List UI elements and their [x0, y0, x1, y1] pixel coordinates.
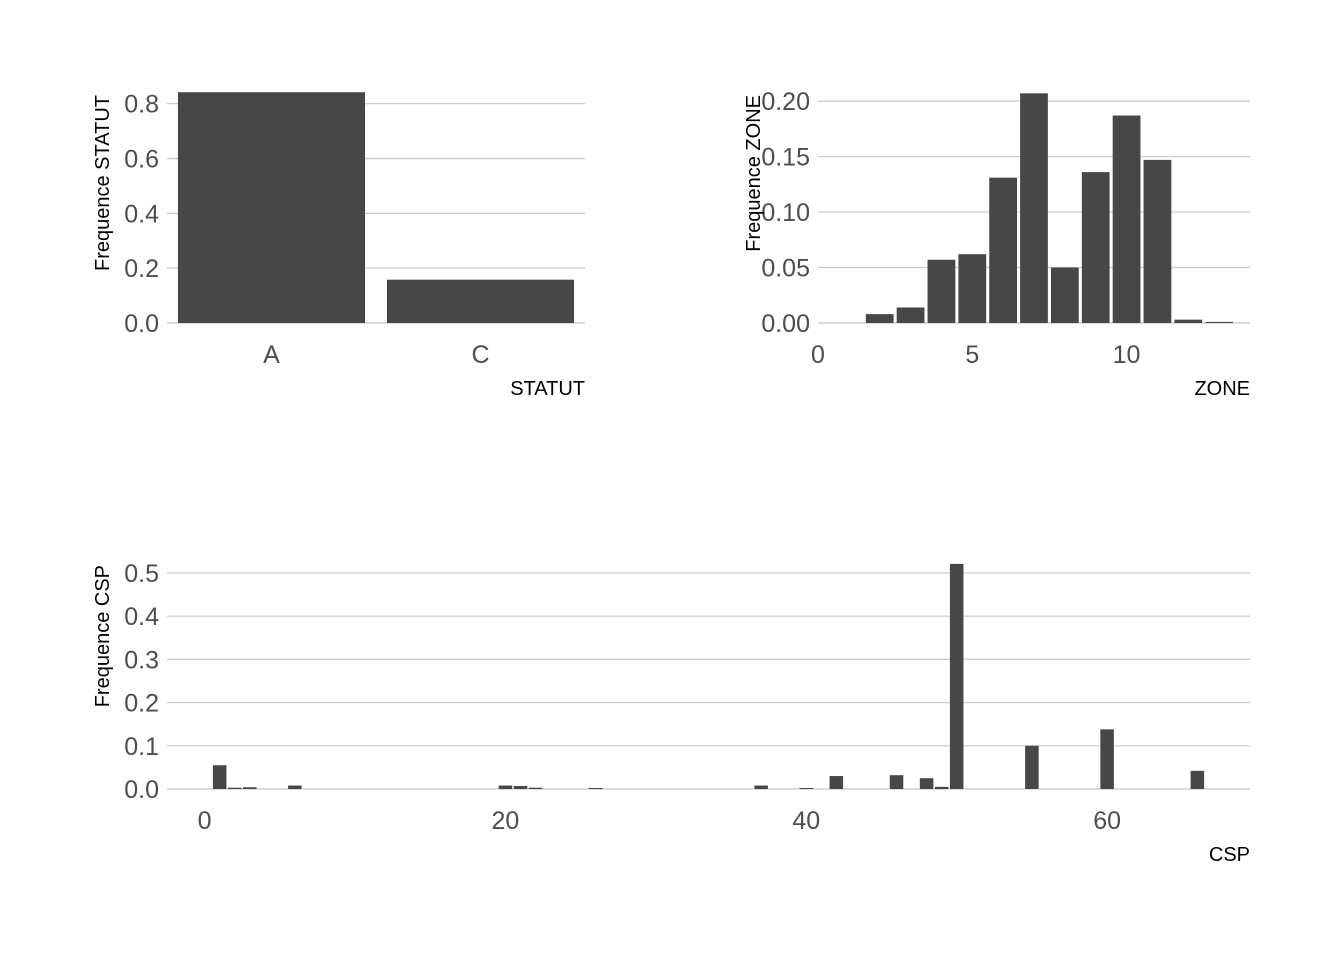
csp-x-axis-label: CSP: [1209, 844, 1250, 866]
statut-y-tick-label: 0.2: [124, 255, 159, 283]
csp-x-tick-label: 20: [492, 807, 520, 835]
csp-y-tick-label: 0.5: [124, 560, 159, 588]
zone-panel: 0.00 0.05 0.10 0.15 0.20 0 5 10 ZONE Frequence ZO…: [743, 88, 1250, 400]
csp-bar-22: [528, 787, 543, 789]
statut-y-tick-label: 0.4: [124, 200, 159, 228]
csp-x-tick-label: 0: [198, 807, 212, 835]
statut-panel: 0.0 0.2 0.4 0.6 0.8 A C STATUT Frequence STATUT: [92, 91, 585, 400]
csp-bar-40: [799, 788, 814, 789]
csp-bar-46: [889, 775, 904, 789]
statut-bar-a: [177, 92, 366, 324]
csp-bar-49: [934, 786, 949, 789]
zone-y-tick-label: 0.20: [761, 88, 810, 116]
statut-y-tick-label: 0.6: [124, 146, 159, 174]
csp-bar-6: [288, 785, 302, 789]
csp-bar-2: [227, 787, 242, 789]
csp-y-tick-label: 0.3: [124, 646, 159, 674]
zone-bar-7: [1020, 93, 1048, 323]
csp-x-tick-label: 60: [1093, 807, 1121, 835]
csp-bar-20: [498, 785, 513, 789]
csp-bar-37: [754, 785, 768, 789]
zone-x-axis-label: ZONE: [1194, 378, 1250, 400]
csp-y-axis-label: Frequence CSP: [92, 565, 114, 707]
statut-bar-c: [386, 279, 575, 323]
zone-bar-5: [958, 254, 987, 323]
statut-y-axis-label: Frequence STATUT: [92, 95, 114, 271]
zone-bar-8: [1050, 267, 1079, 323]
csp-y-tick-label: 0.4: [124, 603, 159, 631]
zone-x-tick-label: 5: [965, 341, 979, 369]
statut-y-tick-label: 0.0: [124, 310, 159, 338]
csp-bar-3: [242, 787, 257, 789]
csp-bar-1: [212, 765, 227, 789]
csp-bar-26: [588, 788, 603, 789]
csp-x-tick-label: 40: [792, 807, 820, 835]
zone-y-tick-label: 0.05: [761, 255, 810, 283]
zone-bar-12: [1174, 319, 1203, 323]
statut-x-axis-label: STATUT: [510, 378, 585, 400]
statut-y-tick-label: 0.8: [124, 91, 159, 119]
zone-bar-6: [989, 177, 1018, 323]
zone-bar-9: [1081, 172, 1110, 323]
csp-y-tick-label: 0.1: [124, 733, 159, 761]
zone-x-tick-label: 10: [1113, 341, 1141, 369]
zone-bar-2: [865, 314, 894, 323]
zone-y-tick-label: 0.00: [761, 310, 810, 338]
csp-bar-42: [829, 776, 844, 789]
csp-bar-66: [1190, 770, 1205, 789]
zone-y-tick-label: 0.15: [761, 144, 810, 172]
zone-bar-3: [896, 307, 925, 323]
zone-y-axis-label: Frequence ZONE: [743, 95, 765, 252]
statut-x-tick-label: C: [471, 341, 489, 369]
csp-y-tick-label: 0.2: [124, 690, 159, 718]
csp-bar-60: [1100, 729, 1114, 789]
statut-x-tick-label: A: [263, 341, 280, 369]
csp-y-tick-label: 0.0: [124, 776, 159, 804]
zone-bar-4: [927, 259, 956, 323]
csp-bar-50: [949, 563, 964, 789]
zone-bar-11: [1143, 159, 1172, 323]
csp-bar-21: [513, 785, 528, 789]
csp-bar-48: [919, 778, 934, 789]
zone-bar-10: [1112, 115, 1141, 324]
csp-panel: 0.0 0.1 0.2 0.3 0.4 0.5 0 20 40 60 CSP Frequence CS…: [92, 560, 1250, 866]
zone-y-tick-label: 0.10: [761, 199, 810, 227]
zone-bar-13: [1205, 321, 1234, 323]
csp-bar-55: [1025, 745, 1039, 789]
zone-x-tick-label: 0: [811, 341, 825, 369]
